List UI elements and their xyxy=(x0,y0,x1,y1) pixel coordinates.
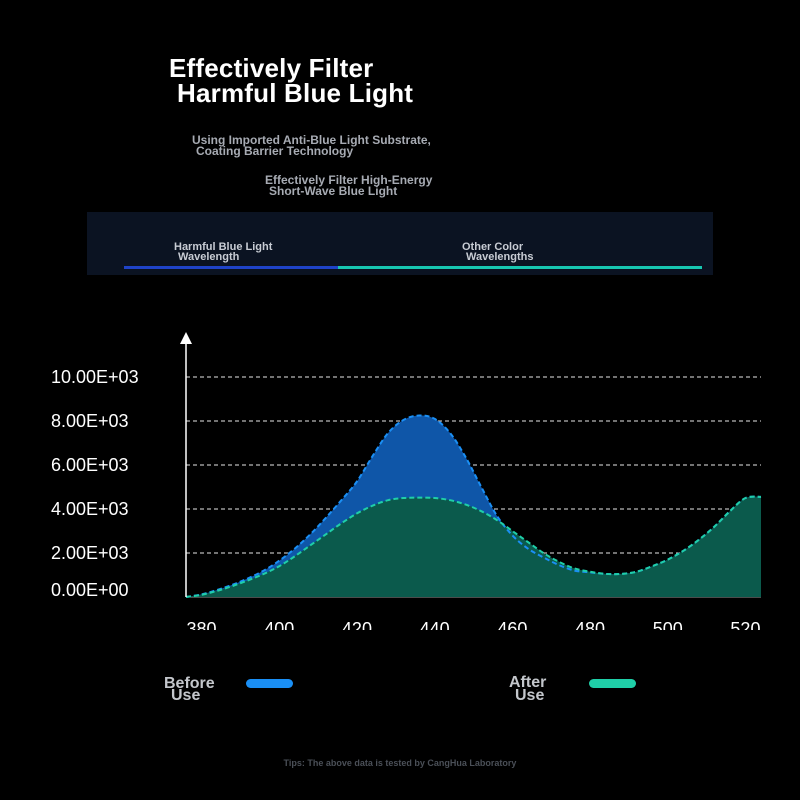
harmful-band-label-2: Wavelength xyxy=(178,251,240,263)
y-tick-label: 8.00E+03 xyxy=(51,411,129,431)
subtitle-1-line-2: Coating Barrier Technology xyxy=(196,144,354,158)
legend-after-label-1: After xyxy=(509,674,547,691)
y-tick-label: 4.00E+03 xyxy=(51,499,129,519)
legend-after-swatch xyxy=(589,679,636,688)
y-tick-label: 2.00E+03 xyxy=(51,543,129,563)
y-tick-label: 6.00E+03 xyxy=(51,455,129,475)
title-line-1: Effectively Filter xyxy=(169,53,374,83)
subtitle-1-line-1: Using Imported Anti-Blue Light Substrate… xyxy=(192,133,431,147)
legend-before-label-2: Use xyxy=(171,687,201,704)
x-tick-label: 420 xyxy=(342,619,372,630)
other-band-line xyxy=(338,266,702,269)
subtitle-2-line-1: Effectively Filter High-Energy xyxy=(265,173,433,187)
x-tick-label: 380 xyxy=(187,619,217,630)
title-line-2: Harmful Blue Light xyxy=(177,78,414,108)
other-band-label-2: Wavelengths xyxy=(466,251,534,263)
harmful-band-label-1: Harmful Blue Light xyxy=(174,241,273,253)
x-tick-label: 440 xyxy=(420,619,450,630)
x-tick-label: 460 xyxy=(497,619,527,630)
other-band-label-1: Other Color xyxy=(462,241,524,253)
series-line-after xyxy=(185,495,762,598)
legend-before-label-1: Before xyxy=(164,675,215,692)
harmful-band-line xyxy=(124,266,338,269)
x-tick-label: 520 xyxy=(730,619,760,630)
y-tick-label: 10.00E+03 xyxy=(51,367,139,387)
y-tick-label: 0.00E+00 xyxy=(51,580,129,600)
y-axis-arrow-icon xyxy=(180,332,192,344)
x-tick-label: 500 xyxy=(653,619,683,630)
legend-before-swatch xyxy=(246,679,293,688)
subtitle-2-line-2: Short-Wave Blue Light xyxy=(269,184,398,198)
series-area-after xyxy=(186,496,761,597)
footer-tips: Tips: The above data is tested by CangHu… xyxy=(283,758,517,768)
x-tick-label: 400 xyxy=(264,619,294,630)
spectrum-chart: 0.00E+00 2.00E+03 4.00E+03 6.00E+03 8.00E+03… xyxy=(51,332,762,630)
wavelength-band-panel: Harmful Blue Light Wavelength Other Colo… xyxy=(87,212,713,275)
legend-after-label-2: Use xyxy=(515,687,545,704)
x-tick-label: 480 xyxy=(575,619,605,630)
